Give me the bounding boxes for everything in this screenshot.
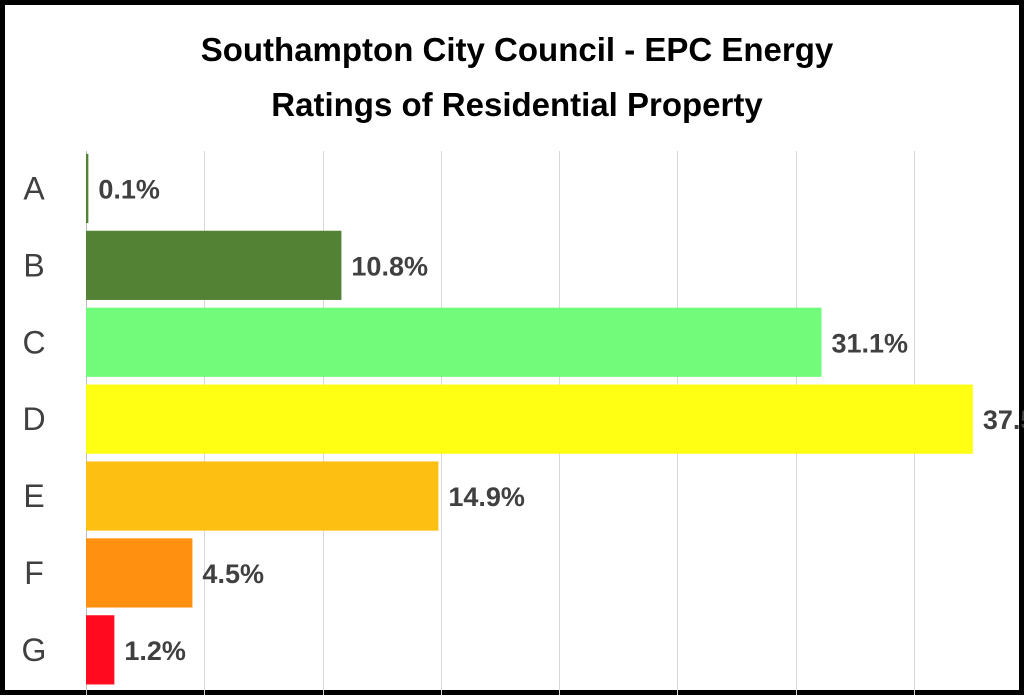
category-label-c: C	[22, 324, 45, 360]
chart-title-line-2: Ratings of Residential Property	[271, 86, 763, 123]
category-label-g: G	[22, 632, 47, 668]
value-label-c: 31.1%	[832, 328, 909, 358]
category-label-e: E	[23, 478, 44, 514]
bars	[86, 153, 973, 685]
bar-b	[86, 230, 342, 300]
value-label-g: 1.2%	[124, 636, 186, 666]
category-label-d: D	[22, 401, 45, 437]
bar-e	[86, 461, 439, 531]
chart-title-line-1: Southampton City Council - EPC Energy	[201, 31, 834, 68]
bar-d	[86, 384, 973, 454]
category-labels: A B C D E F G	[22, 170, 47, 667]
value-label-e: 14.9%	[448, 482, 525, 512]
category-label-b: B	[23, 247, 44, 283]
bar-c	[86, 307, 822, 377]
value-label-f: 4.5%	[202, 559, 264, 589]
value-label-d: 37.5%	[983, 405, 1024, 435]
bar-g	[86, 615, 115, 685]
value-labels: 0.1% 10.8% 31.1% 37.5% 14.9% 4.5% 1.2%	[98, 174, 1024, 665]
bar-f	[86, 538, 193, 608]
chart-svg: Southampton City Council - EPC Energy Ra…	[22, 31, 1024, 695]
value-label-a: 0.1%	[98, 174, 160, 204]
bar-a	[86, 153, 89, 224]
category-label-a: A	[23, 170, 45, 206]
category-label-f: F	[24, 555, 44, 591]
value-label-b: 10.8%	[351, 251, 428, 281]
